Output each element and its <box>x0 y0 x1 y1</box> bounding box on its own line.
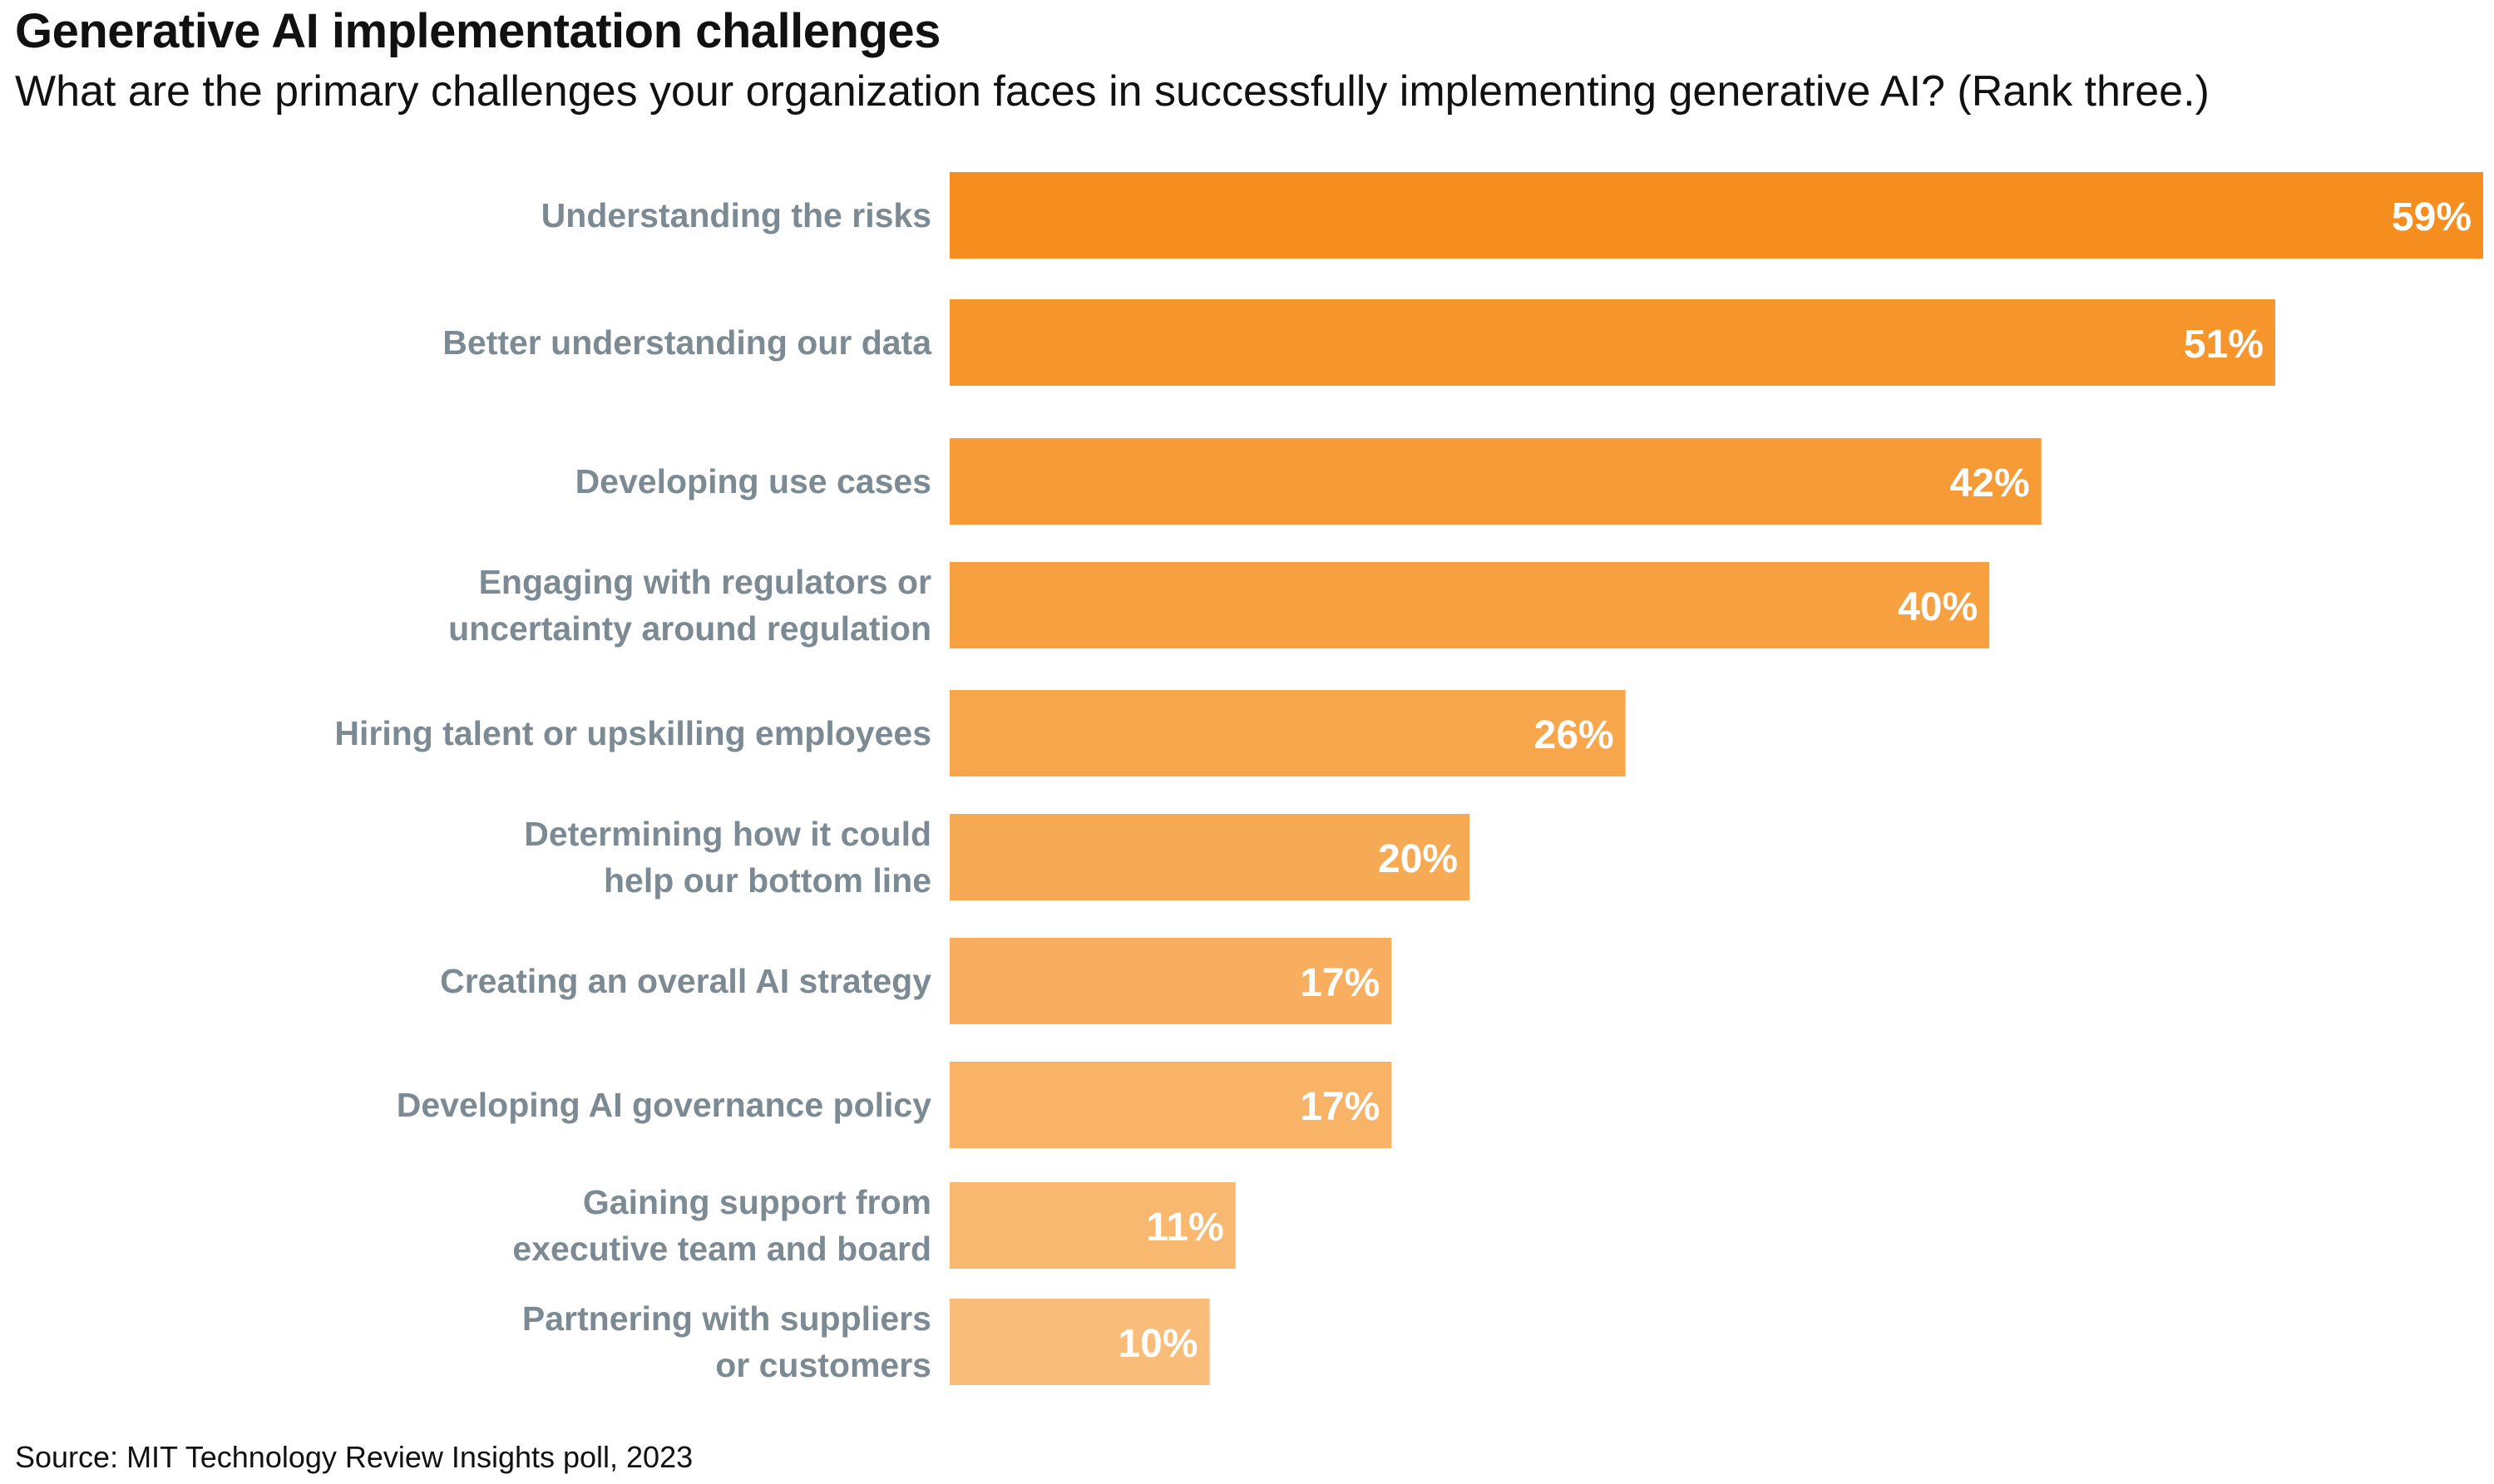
bar-value-label: 17% <box>1300 1085 1380 1129</box>
category-label: or customers <box>715 1346 931 1384</box>
bar <box>950 1182 1236 1269</box>
category-label: Partnering with suppliers <box>522 1299 931 1338</box>
bar <box>950 814 1470 900</box>
category-label: Determining how it could <box>524 815 931 853</box>
bar <box>950 938 1392 1024</box>
category-label: Hiring talent or upskilling employees <box>334 714 931 752</box>
bar-value-label: 40% <box>1898 585 1978 629</box>
bar <box>950 438 2042 525</box>
bar <box>950 562 1990 648</box>
bar-value-label: 42% <box>1950 461 2030 505</box>
bar <box>950 299 2275 386</box>
category-label: Better understanding our data <box>442 323 932 362</box>
bar <box>950 1299 1210 1385</box>
category-label: Understanding the risks <box>541 196 931 234</box>
bar-value-label: 17% <box>1300 961 1380 1005</box>
category-label: uncertainty around regulation <box>448 609 931 648</box>
category-label: executive team and board <box>512 1230 931 1268</box>
source-note: Source: MIT Technology Review Insights p… <box>15 1440 694 1474</box>
chart-subtitle: What are the primary challenges your org… <box>15 67 2210 116</box>
bar-value-label: 11% <box>1146 1205 1223 1250</box>
category-label: Gaining support from <box>583 1183 931 1221</box>
bar-value-label: 10% <box>1118 1322 1198 1366</box>
bar <box>950 172 2483 259</box>
bar <box>950 1062 1392 1148</box>
category-label: Creating an overall AI strategy <box>440 962 931 1000</box>
bar-value-label: 51% <box>2184 323 2264 367</box>
bar-value-label: 26% <box>1534 713 1614 757</box>
bar-value-label: 59% <box>2392 195 2472 239</box>
bar <box>950 690 1626 777</box>
bar-value-label: 20% <box>1378 837 1458 881</box>
chart-title: Generative AI implementation challenges <box>15 4 941 58</box>
category-label: help our bottom line <box>604 861 931 900</box>
category-label: Engaging with regulators or <box>479 563 931 601</box>
category-label: Developing use cases <box>575 462 931 500</box>
category-label: Developing AI governance policy <box>397 1086 931 1124</box>
